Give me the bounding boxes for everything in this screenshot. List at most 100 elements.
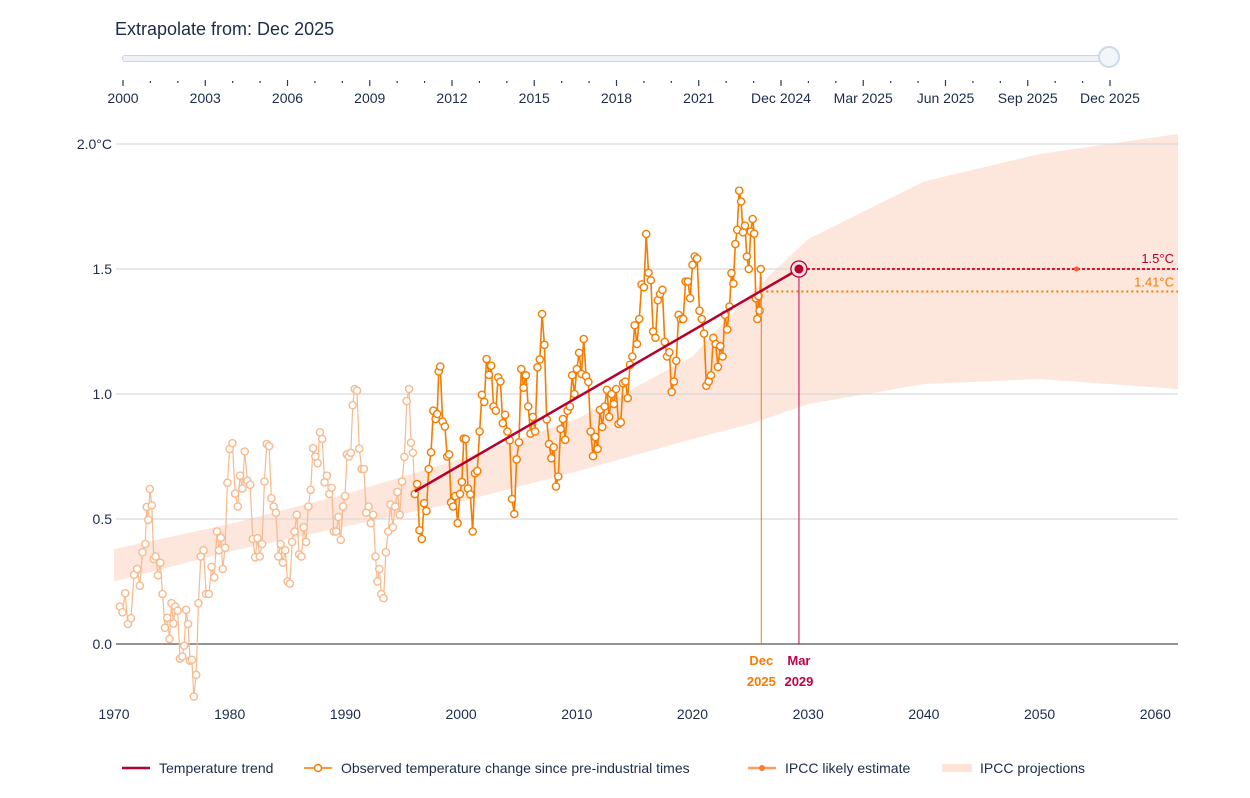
legend-label: IPCC likely estimate bbox=[785, 760, 911, 776]
observed-point bbox=[744, 264, 754, 274]
observed-point bbox=[138, 548, 147, 557]
observed-point bbox=[408, 448, 418, 458]
observed-segment bbox=[399, 481, 403, 515]
temperature-trend bbox=[414, 260, 808, 493]
slider-tick-label[interactable]: Dec 2024 bbox=[751, 90, 811, 106]
observed-point bbox=[685, 293, 695, 303]
observed-point bbox=[317, 434, 327, 444]
slider-tick-label[interactable]: 2000 bbox=[107, 90, 139, 106]
observed-point bbox=[240, 447, 250, 456]
x-axis-ticks: 1970 1980 1990 2000 2010 2020 2030 2040 2050 2060 bbox=[98, 706, 1171, 722]
observed-point bbox=[397, 477, 407, 486]
observed-point bbox=[144, 515, 153, 525]
slider-tick-label[interactable]: 2012 bbox=[436, 90, 468, 106]
slider-tick-label[interactable]: 2018 bbox=[600, 90, 633, 106]
observed-point bbox=[706, 370, 716, 380]
observed-point bbox=[658, 285, 667, 295]
observed-point bbox=[118, 608, 127, 617]
observed-point bbox=[755, 306, 764, 315]
slider-tick-label[interactable]: 2003 bbox=[189, 90, 221, 106]
slider-tick-label[interactable]: Dec 2025 bbox=[1080, 90, 1140, 106]
date-markers: Dec 2025 Mar 2029 bbox=[747, 269, 813, 689]
observed-segment bbox=[244, 451, 249, 481]
observed-point bbox=[604, 412, 614, 422]
observed-point bbox=[415, 525, 424, 535]
observed-point bbox=[189, 692, 199, 701]
observed-segment bbox=[439, 366, 444, 422]
observed-point bbox=[468, 527, 477, 536]
y-tick-label: 0.5 bbox=[93, 511, 113, 527]
observed-point bbox=[475, 427, 484, 436]
trend-line bbox=[414, 267, 800, 493]
observed-point bbox=[153, 570, 163, 580]
observed-point bbox=[500, 410, 510, 420]
observed-point bbox=[181, 605, 191, 615]
observed-point bbox=[498, 418, 508, 428]
observed-point bbox=[264, 441, 274, 451]
observed-point bbox=[553, 472, 563, 481]
x-tick-label: 2010 bbox=[561, 706, 592, 722]
observed-point bbox=[255, 552, 265, 561]
observed-point bbox=[388, 523, 398, 532]
slider-tick-label[interactable]: Jun 2025 bbox=[916, 90, 975, 106]
y-tick-label: 1.5 bbox=[93, 261, 113, 277]
observed-point bbox=[651, 333, 660, 343]
observed-point bbox=[379, 593, 388, 603]
observed-point bbox=[713, 362, 723, 372]
observed-segment bbox=[564, 410, 569, 440]
slider-tick-label[interactable]: 2015 bbox=[518, 90, 550, 106]
legend-item-ipcc-projections[interactable]: IPCC projections bbox=[942, 760, 1085, 776]
observed-segment bbox=[187, 623, 191, 661]
observed-point bbox=[630, 320, 639, 330]
observed-point bbox=[177, 652, 187, 661]
observed-point bbox=[336, 535, 346, 545]
y-tick-label: 2.0°C bbox=[77, 136, 112, 152]
ipcc-projection-band bbox=[114, 134, 1178, 582]
observed-point bbox=[727, 268, 736, 278]
observed-point bbox=[165, 634, 174, 644]
observed-point bbox=[597, 422, 607, 432]
observed-segment bbox=[552, 447, 557, 487]
observed-point bbox=[120, 588, 130, 598]
slider-tick-label[interactable]: Mar 2025 bbox=[833, 90, 893, 106]
observed-segment bbox=[249, 484, 254, 540]
observed-point bbox=[484, 370, 494, 380]
observed-segment bbox=[305, 506, 309, 542]
observed-segment bbox=[543, 344, 548, 420]
observed-point bbox=[697, 314, 707, 324]
observed-segment bbox=[151, 505, 155, 560]
slider-tick-label[interactable]: 2006 bbox=[271, 90, 304, 106]
extrapolate-slider[interactable]: 2000 2003 2006 2009 2012 2015 2018 2021 Dec 2024… bbox=[0, 0, 1250, 120]
ipcc-estimate-point bbox=[1074, 266, 1080, 272]
observed-point bbox=[406, 438, 416, 448]
slider-tick-label[interactable]: 2021 bbox=[683, 90, 715, 106]
observed-segment bbox=[284, 550, 289, 582]
observed-point bbox=[514, 438, 524, 447]
observed-segment bbox=[508, 440, 513, 500]
observed-point bbox=[560, 435, 570, 445]
observed-point bbox=[238, 484, 247, 493]
observed-point bbox=[169, 619, 178, 628]
observed-segment bbox=[721, 314, 726, 357]
observed-point bbox=[273, 552, 283, 561]
observed-point bbox=[718, 352, 727, 361]
x-tick-label: 1990 bbox=[330, 706, 361, 722]
temperature-chart: 2.0°C 1.5 1.0 0.5 0.0 1970 1980 1990 2000 2010 20… bbox=[77, 134, 1178, 722]
observed-point bbox=[742, 252, 752, 261]
observed-segment bbox=[675, 314, 680, 361]
observed-point bbox=[402, 396, 412, 406]
observed-point bbox=[223, 478, 232, 488]
observed-segment bbox=[177, 610, 181, 659]
observed-point bbox=[352, 386, 362, 395]
observed-point bbox=[695, 306, 704, 315]
legend-item-ipcc-estimate[interactable]: IPCC likely estimate bbox=[747, 760, 910, 776]
slider-tick-label[interactable]: Sep 2025 bbox=[997, 90, 1058, 106]
observed-point bbox=[278, 558, 288, 568]
observed-point bbox=[218, 564, 228, 574]
observed-segment bbox=[736, 190, 740, 230]
legend-item-observed[interactable]: Observed temperature change since pre-in… bbox=[303, 760, 690, 776]
legend-item-trend[interactable]: Temperature trend bbox=[121, 760, 273, 776]
extrapolate-title: Extrapolate from: Dec 2025 bbox=[115, 19, 335, 39]
slider-tick-label[interactable]: 2009 bbox=[354, 90, 386, 106]
slider-thumb[interactable] bbox=[1098, 46, 1120, 68]
